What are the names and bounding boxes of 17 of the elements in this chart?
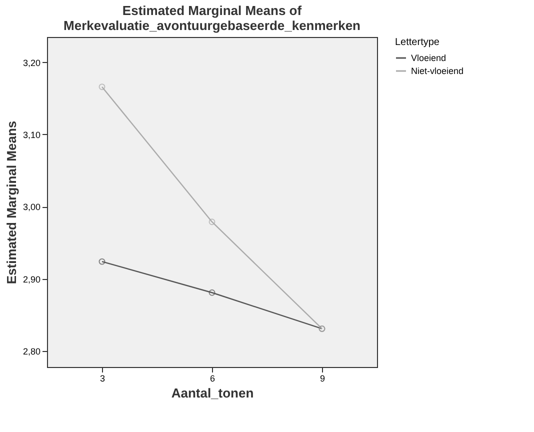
x-axis-title: Aantal_tonen	[171, 386, 254, 400]
x-tick-label: 3	[100, 374, 106, 384]
legend-title: Lettertype	[395, 37, 440, 48]
y-tick-label: 3,00	[22, 202, 40, 212]
text: Merkevaluatie_avontuurgebaseerde_kenmerken	[64, 18, 360, 33]
x-tick-label: 6	[210, 374, 216, 384]
x-tick-label: 9	[320, 374, 326, 384]
point	[208, 289, 216, 296]
y-axis-title: Estimated Marginal Means	[4, 120, 19, 284]
y-tick-label: 3,10	[22, 130, 40, 140]
legend-label: Niet-vloeiend	[411, 66, 464, 76]
y-tick-label: 2,90	[22, 274, 40, 284]
point	[208, 218, 216, 226]
y-tick-label: 3,20	[22, 58, 40, 68]
legend-label: Vloeiend	[411, 53, 446, 63]
text: Estimated Marginal Means of	[122, 3, 302, 18]
y-tick-label: 2,80	[22, 346, 40, 357]
